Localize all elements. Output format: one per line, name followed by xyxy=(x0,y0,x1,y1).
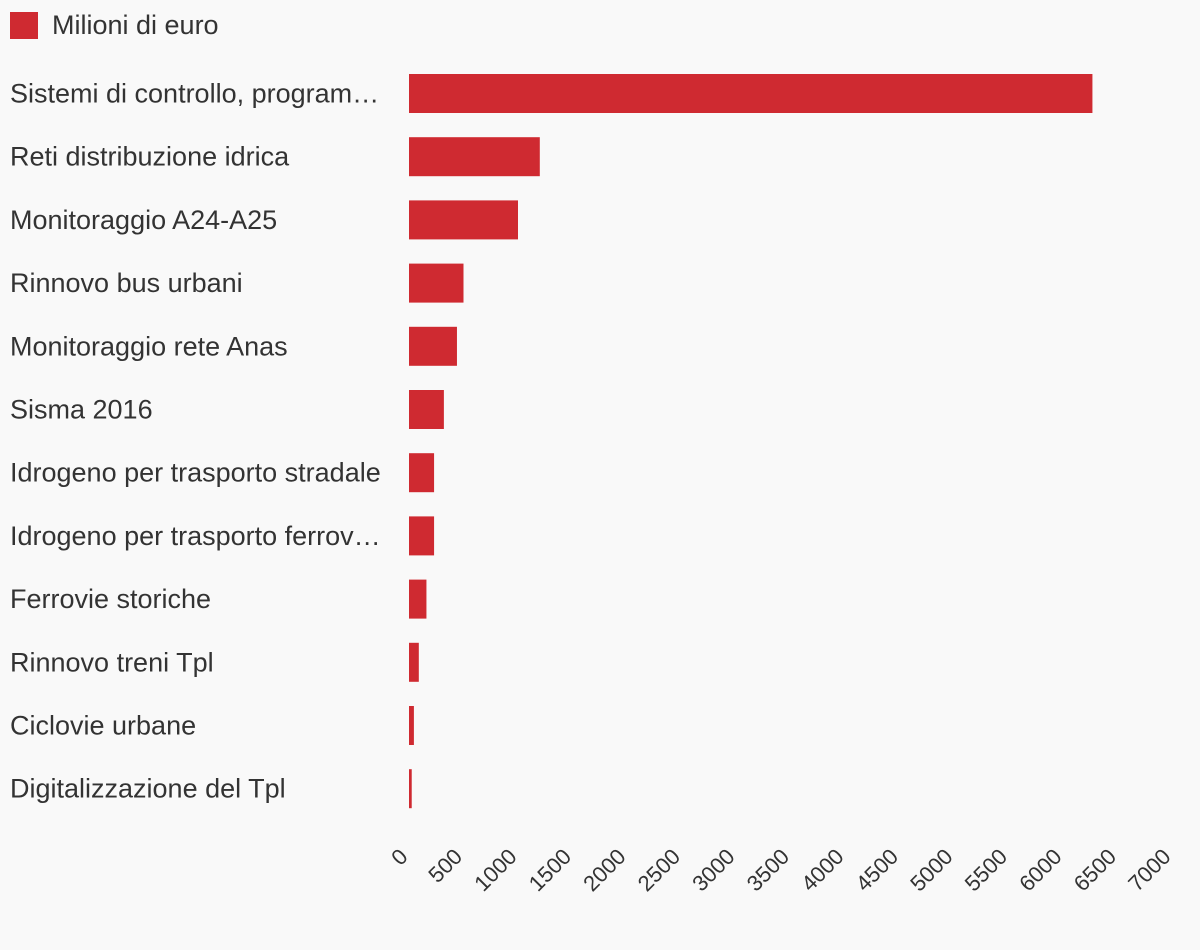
x-tick-label: 0 xyxy=(386,844,412,870)
legend: Milioni di euro xyxy=(10,10,219,40)
x-tick-label: 4000 xyxy=(796,844,848,896)
category-label: Reti distribuzione idrica xyxy=(10,142,290,172)
bar xyxy=(409,200,518,240)
bar xyxy=(409,769,412,809)
bar xyxy=(409,516,435,556)
x-tick-label: 5000 xyxy=(905,844,957,896)
bar xyxy=(409,74,1093,113)
legend-swatch xyxy=(10,11,38,39)
x-tick-label: 7000 xyxy=(1123,844,1175,896)
category-label: Sisma 2016 xyxy=(10,395,153,425)
x-tick-label: 2000 xyxy=(578,844,630,896)
bar xyxy=(409,706,414,745)
category-label: Idrogeno per trasporto stradale xyxy=(10,458,381,488)
category-label: Ciclovie urbane xyxy=(10,711,196,741)
bar xyxy=(409,390,444,429)
category-labels: Sistemi di controllo, program… Reti distr… xyxy=(10,79,381,804)
category-label: Idrogeno per trasporto ferrov… xyxy=(10,521,381,551)
category-label: Digitalizzazione del Tpl xyxy=(10,774,286,804)
category-label: Sistemi di controllo, program… xyxy=(10,79,379,109)
x-tick-label: 3500 xyxy=(742,844,794,896)
x-tick-label: 1000 xyxy=(469,844,521,896)
x-tick-label: 2500 xyxy=(633,844,685,896)
category-label: Rinnovo bus urbani xyxy=(10,268,243,298)
bar xyxy=(409,137,540,177)
category-label: Ferrovie storiche xyxy=(10,584,211,614)
category-label: Rinnovo treni Tpl xyxy=(10,647,214,677)
x-axis: 0 500 1000 1500 2000 2500 3000 3500 4000 4500 5000… xyxy=(386,844,1175,896)
category-label: Monitoraggio rete Anas xyxy=(10,331,288,361)
x-tick-label: 6500 xyxy=(1069,844,1121,896)
x-tick-label: 4500 xyxy=(851,844,903,896)
x-tick-label: 1500 xyxy=(524,844,576,896)
x-tick-label: 500 xyxy=(423,844,467,888)
legend-label: Milioni di euro xyxy=(52,9,219,40)
bars xyxy=(409,74,1093,809)
x-tick-label: 5500 xyxy=(960,844,1012,896)
x-tick-label: 3000 xyxy=(687,844,739,896)
bar xyxy=(409,579,427,619)
bar xyxy=(409,642,419,682)
bar xyxy=(409,453,435,493)
bar xyxy=(409,326,457,366)
bar xyxy=(409,263,464,303)
category-label: Monitoraggio A24-A25 xyxy=(10,205,277,235)
x-tick-label: 6000 xyxy=(1014,844,1066,896)
